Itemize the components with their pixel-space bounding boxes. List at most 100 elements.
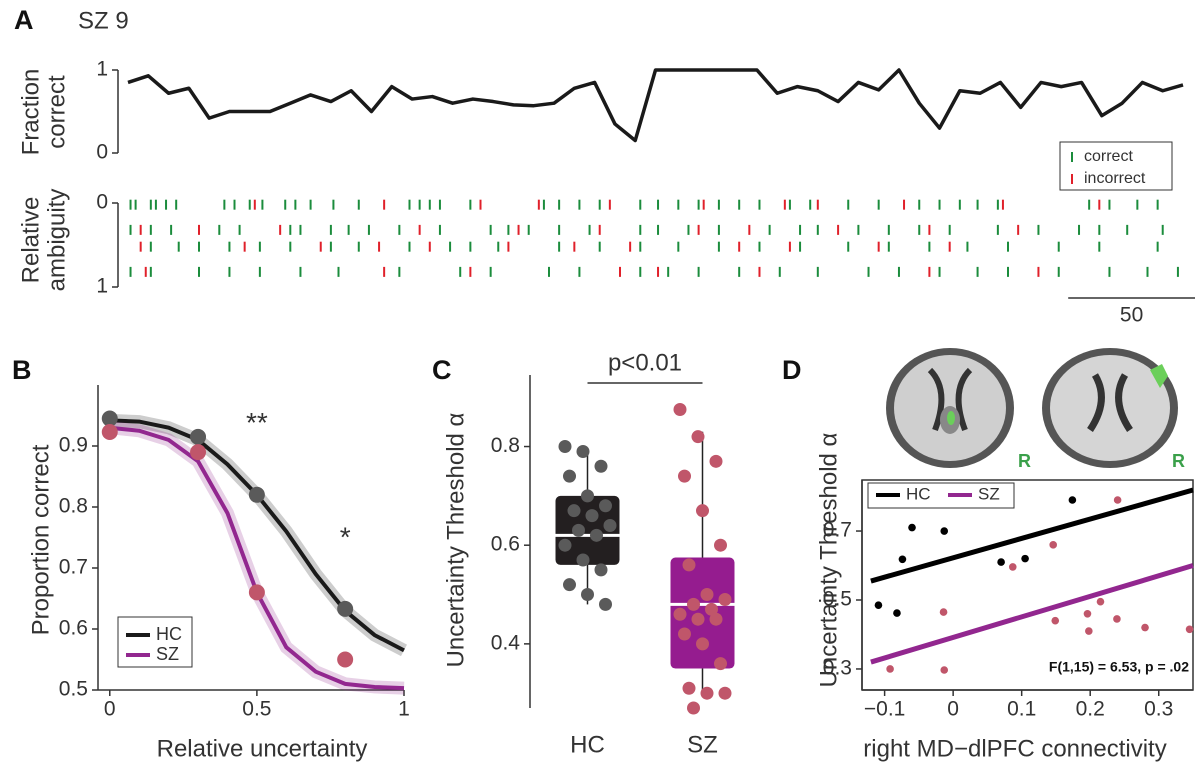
data-point bbox=[705, 602, 718, 616]
x-tick-label: 0.3 bbox=[1144, 698, 1173, 721]
data-point bbox=[590, 528, 603, 542]
image-label: R bbox=[1018, 451, 1031, 471]
y-tick-label: 0.5 bbox=[823, 588, 852, 611]
y-tick-label: 0.8 bbox=[491, 434, 520, 457]
confidence-band bbox=[109, 413, 407, 657]
panel-1: Relative ambiguity 0 1 correct incorrect 50 bbox=[17, 141, 1195, 327]
data-point bbox=[687, 701, 700, 715]
panel-letter: A bbox=[14, 5, 34, 35]
data-point bbox=[101, 423, 118, 440]
scale-bar-label: 50 bbox=[1120, 304, 1143, 327]
data-point bbox=[1185, 625, 1194, 634]
data-point bbox=[940, 666, 949, 674]
legend-label: HC bbox=[906, 484, 931, 503]
fit-curve bbox=[109, 425, 405, 691]
data-point bbox=[709, 454, 723, 468]
data-point bbox=[1049, 541, 1057, 549]
data-point bbox=[190, 428, 207, 445]
data-point bbox=[558, 440, 572, 454]
data-point bbox=[1113, 615, 1121, 623]
y-tick-label: 1 bbox=[96, 275, 108, 298]
chart-title: SZ 9 bbox=[78, 7, 129, 34]
data-point bbox=[709, 612, 723, 626]
y-tick-label: 0.3 bbox=[823, 657, 852, 680]
y-tick-label: 0.4 bbox=[491, 631, 521, 654]
data-point bbox=[599, 597, 612, 611]
data-point bbox=[1113, 496, 1122, 504]
data-point bbox=[576, 553, 590, 567]
data-point bbox=[898, 555, 907, 564]
y-axis-label: Relative bbox=[17, 197, 44, 284]
brain-image bbox=[1040, 346, 1185, 470]
x-axis-label: Relative uncertainty bbox=[157, 735, 368, 762]
y-tick-label: 0 bbox=[96, 141, 108, 164]
data-point bbox=[678, 469, 691, 483]
significance: ** bbox=[246, 407, 268, 438]
x-tick-label: 0 bbox=[947, 698, 959, 721]
data-point bbox=[886, 665, 894, 673]
y-axis-label: Fraction bbox=[17, 69, 44, 156]
y-axis-label: Proportion correct bbox=[27, 444, 54, 635]
data-point bbox=[567, 504, 581, 518]
data-point bbox=[939, 608, 948, 616]
data-point bbox=[893, 609, 901, 617]
data-point bbox=[1068, 496, 1077, 504]
data-point bbox=[581, 588, 594, 602]
y-tick-label: 1 bbox=[96, 58, 108, 81]
legend-box bbox=[867, 482, 1015, 509]
panel-3: C Uncertainty Threshold α 0.4 0.6 0.8 HC SZ p<0… bbox=[432, 349, 735, 758]
data-point bbox=[691, 612, 705, 626]
confidence-band bbox=[109, 421, 405, 695]
data-point bbox=[1085, 627, 1093, 635]
x-tick-label: HC bbox=[570, 731, 605, 758]
y-axis-label: ambiguity bbox=[43, 189, 70, 292]
x-tick-label: 0 bbox=[104, 698, 116, 721]
data-point bbox=[603, 518, 617, 532]
data-point bbox=[874, 601, 883, 609]
x-tick-label: 1 bbox=[398, 698, 410, 721]
data-point bbox=[190, 444, 207, 461]
data-point bbox=[673, 403, 687, 417]
y-axis-label: Uncertainty Threshold α bbox=[442, 412, 469, 667]
data-point bbox=[1083, 609, 1092, 618]
panel-letter: B bbox=[12, 355, 32, 385]
data-point bbox=[248, 486, 265, 503]
stats-annotation: F(1,15) = 6.53, p = .02 bbox=[1049, 659, 1189, 675]
data-point bbox=[1021, 554, 1029, 563]
data-point bbox=[337, 651, 354, 668]
panel-letter: D bbox=[782, 355, 802, 385]
data-point bbox=[682, 558, 696, 572]
data-point bbox=[558, 538, 572, 552]
data-point bbox=[714, 538, 727, 552]
legend-label: HC bbox=[156, 624, 182, 644]
panel-letter: C bbox=[432, 355, 452, 385]
y-tick-label: 0.9 bbox=[59, 434, 88, 457]
data-point bbox=[1141, 623, 1149, 632]
x-tick-label: −0.1 bbox=[864, 698, 905, 721]
y-tick-label: 0.7 bbox=[823, 519, 852, 542]
y-tick-label: 0.6 bbox=[59, 617, 88, 640]
panel-0: A SZ 9 Fraction correct 0 1 bbox=[14, 5, 1184, 164]
data-point bbox=[718, 592, 732, 606]
legend-label: SZ bbox=[156, 644, 179, 664]
box bbox=[670, 557, 735, 669]
significance: * bbox=[340, 521, 351, 552]
data-point bbox=[940, 527, 949, 535]
y-tick-label: 0.5 bbox=[59, 678, 88, 701]
data-point bbox=[101, 410, 118, 427]
legend-label: correct bbox=[1084, 148, 1133, 165]
data-point bbox=[563, 578, 576, 592]
data-point bbox=[908, 523, 916, 532]
data-point bbox=[1096, 597, 1105, 606]
significance: p<0.01 bbox=[608, 349, 682, 376]
image-label: R bbox=[1172, 451, 1185, 471]
legend-label: SZ bbox=[978, 484, 1000, 503]
data-point bbox=[563, 469, 576, 483]
legend-box bbox=[117, 616, 193, 668]
data-point bbox=[572, 523, 585, 537]
data-point bbox=[585, 509, 599, 523]
data-line bbox=[127, 68, 1184, 143]
plot-frame bbox=[861, 479, 1194, 691]
